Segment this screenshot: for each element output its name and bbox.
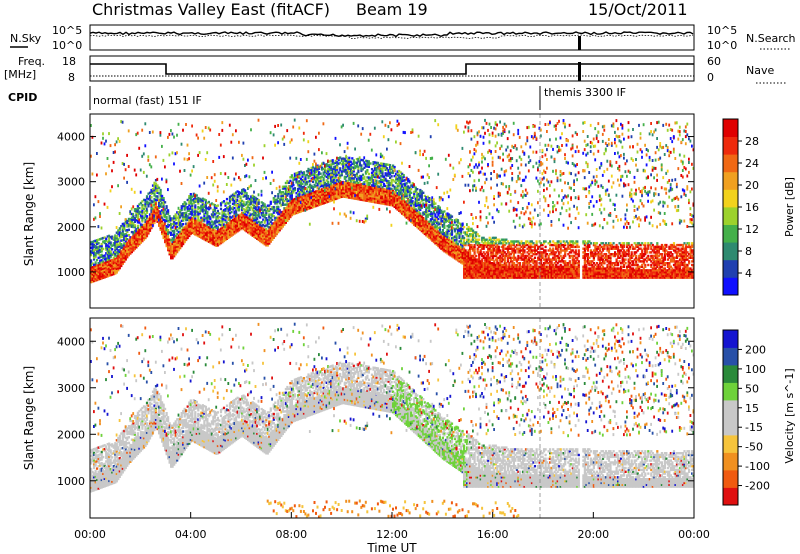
velocity-colorbar-tick-label: -50 [745, 441, 763, 454]
freq-tick-top: 18 [62, 55, 76, 68]
velocity-ytick-label: 3000 [57, 382, 85, 395]
power-colorbar: 4 8 12 16 20 24 28 Power [dB] [722, 118, 796, 296]
velocity-colorbar-tick-label: 200 [745, 343, 766, 356]
colorbar-swatch [723, 452, 738, 471]
colorbar-swatch [723, 382, 738, 401]
velocity-ytick-label: 2000 [57, 428, 85, 441]
cpid-segment-2: themis 3300 IF [544, 86, 626, 99]
colorbar-swatch [723, 119, 738, 137]
colorbar-swatch [723, 365, 738, 383]
velocity-colorbar-tick-label: 50 [745, 382, 759, 395]
colorbar-swatch [723, 435, 738, 453]
colorbar-swatch [723, 400, 738, 418]
power-colorbar-tick-label: 12 [745, 223, 759, 236]
colorbar-swatch [723, 487, 738, 506]
colorbar-swatch [723, 207, 738, 225]
nsky-tick-top: 10^5 [52, 24, 82, 37]
colorbar-swatch [723, 171, 738, 190]
colorbar-swatch [723, 417, 738, 436]
nsearch-tick-bottom: 10^0 [707, 39, 737, 52]
plot-title: Christmas Valley East (fitACF) [92, 0, 330, 19]
velocity-colorbar-tick-label: 15 [745, 402, 759, 415]
date-label: 15/Oct/2011 [588, 0, 688, 19]
beam-label: Beam 19 [356, 0, 428, 19]
power-colorbar-label: Power [dB] [783, 177, 796, 237]
velocity-ytick-label: 1000 [57, 475, 85, 488]
time-tick-label: 20:00 [577, 528, 609, 541]
velocity-ytick-label: 4000 [57, 335, 85, 348]
nsearch-label: N.Search [746, 32, 796, 45]
power-colorbar-tick-label: 20 [745, 179, 759, 192]
freq-label: Freq. [18, 55, 45, 68]
velocity-colorbar-tick-label: -200 [745, 480, 770, 493]
time-xlabel: Time UT [366, 541, 417, 554]
time-tick-label: 00:00 [678, 528, 710, 541]
power-colorbar-tick-label: 4 [745, 267, 752, 280]
cpid-segment-1: normal (fast) 151 IF [93, 94, 202, 107]
freq-unit-label: [MHz] [4, 68, 36, 81]
nave-tick-top: 60 [707, 55, 721, 68]
colorbar-swatch [723, 189, 738, 208]
velocity-colorbar-tick-label: -100 [745, 460, 770, 473]
colorbar-swatch [723, 224, 738, 243]
velocity-colorbar: 200 100 50 15 -15 -50 -100 -200 Velocity [m s^-… [722, 329, 796, 506]
colorbar-swatch [723, 136, 738, 155]
power-ytick-label: 2000 [57, 221, 85, 234]
nsky-panel: N.Sky 10^5 10^0 N.Search 10^5 10^0 [10, 24, 796, 52]
freq-tick-bottom: 8 [68, 71, 75, 84]
velocity-panel: 1000 2000 3000 4000 00:00 04:00 08:00 12:00 16:… [22, 317, 710, 554]
velocity-colorbar-label: Velocity [m s^-1] [783, 368, 796, 463]
cpid-panel: CPID normal (fast) 151 IF themis 3300 IF [8, 86, 626, 110]
power-colorbar-tick-label: 16 [745, 201, 759, 214]
nsky-label: N.Sky [10, 32, 42, 45]
nsearch-tick-top: 10^5 [707, 24, 737, 37]
time-tick-label: 00:00 [74, 528, 106, 541]
power-colorbar-tick-label: 28 [745, 135, 759, 148]
velocity-colorbar-tick-label: -15 [745, 421, 763, 434]
power-ytick-label: 3000 [57, 176, 85, 189]
colorbar-swatch [723, 154, 738, 173]
time-tick-label: 04:00 [175, 528, 207, 541]
velocity-ylabel: Slant Range [km] [22, 366, 36, 470]
time-tick-label: 08:00 [275, 528, 307, 541]
cpid-label: CPID [8, 91, 37, 104]
colorbar-swatch [723, 277, 738, 296]
nave-tick-bottom: 0 [707, 71, 714, 84]
power-ytick-label: 4000 [57, 131, 85, 144]
colorbar-swatch [723, 259, 738, 278]
nave-label: Nave [746, 64, 774, 77]
colorbar-swatch [723, 242, 738, 261]
colorbar-swatch [723, 330, 738, 348]
power-colorbar-tick-label: 8 [745, 245, 752, 258]
colorbar-swatch [723, 347, 738, 366]
power-colorbar-tick-label: 24 [745, 157, 759, 170]
power-ytick-label: 1000 [57, 266, 85, 279]
nsky-tick-bottom: 10^0 [52, 39, 82, 52]
colorbar-swatch [723, 470, 738, 488]
time-tick-label: 12:00 [376, 528, 408, 541]
power-ylabel: Slant Range [km] [22, 162, 36, 266]
time-tick-label: 16:00 [477, 528, 509, 541]
power-panel: 1000 2000 3000 4000 Slant Range [km] [22, 113, 695, 309]
velocity-colorbar-tick-label: 100 [745, 363, 766, 376]
freq-panel: Freq. [MHz] 18 8 Nave 60 0 [4, 55, 786, 84]
